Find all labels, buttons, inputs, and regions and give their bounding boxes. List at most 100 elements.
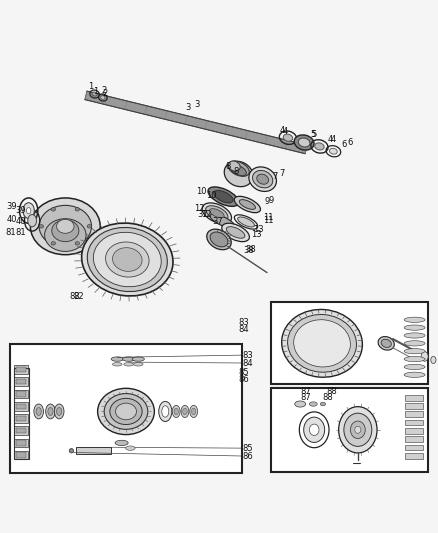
Text: 11: 11 <box>264 216 274 225</box>
Text: 38: 38 <box>244 246 254 255</box>
Ellipse shape <box>404 317 425 322</box>
Ellipse shape <box>320 402 325 406</box>
Ellipse shape <box>350 421 365 439</box>
Ellipse shape <box>52 220 79 241</box>
Ellipse shape <box>210 214 235 228</box>
Bar <box>405 395 424 400</box>
Text: 82: 82 <box>70 292 80 301</box>
Text: 39: 39 <box>7 202 17 211</box>
Ellipse shape <box>207 229 231 250</box>
Ellipse shape <box>228 161 249 176</box>
Bar <box>16 403 25 409</box>
Ellipse shape <box>431 357 436 364</box>
Text: 13: 13 <box>251 230 262 239</box>
Text: 87: 87 <box>300 387 311 396</box>
Bar <box>405 420 424 425</box>
Ellipse shape <box>36 408 41 415</box>
Bar <box>76 447 111 454</box>
Text: 84: 84 <box>238 325 249 334</box>
Ellipse shape <box>205 206 228 221</box>
Text: 38: 38 <box>245 245 256 254</box>
Ellipse shape <box>54 404 64 419</box>
Bar <box>16 416 25 421</box>
Text: 82: 82 <box>73 292 84 301</box>
Bar <box>14 377 28 386</box>
Ellipse shape <box>46 404 55 419</box>
Text: 7: 7 <box>272 172 278 181</box>
Ellipse shape <box>57 220 74 233</box>
Ellipse shape <box>191 408 196 415</box>
Text: 9: 9 <box>269 196 274 205</box>
Ellipse shape <box>75 207 80 211</box>
Bar <box>14 390 28 398</box>
Bar <box>405 445 424 450</box>
Bar <box>11 344 242 473</box>
Ellipse shape <box>381 339 391 348</box>
Ellipse shape <box>404 341 425 346</box>
Ellipse shape <box>113 248 142 271</box>
Text: 86: 86 <box>243 452 253 461</box>
Text: 37: 37 <box>198 211 208 220</box>
Ellipse shape <box>378 336 394 350</box>
Ellipse shape <box>304 417 325 442</box>
Bar <box>405 403 424 409</box>
Ellipse shape <box>249 167 276 191</box>
Bar <box>271 302 427 384</box>
Ellipse shape <box>110 398 142 425</box>
Bar <box>271 388 427 472</box>
Text: 85: 85 <box>238 368 249 377</box>
Ellipse shape <box>39 205 92 247</box>
Text: 2: 2 <box>101 86 106 95</box>
Text: 88: 88 <box>322 393 332 402</box>
Ellipse shape <box>231 165 247 176</box>
Text: 5: 5 <box>311 130 317 139</box>
Ellipse shape <box>282 310 362 377</box>
Ellipse shape <box>202 203 232 223</box>
Bar <box>14 426 28 435</box>
Ellipse shape <box>113 362 122 366</box>
Text: 1: 1 <box>88 82 93 91</box>
Text: 88: 88 <box>326 387 337 396</box>
Text: 11: 11 <box>264 213 274 222</box>
Ellipse shape <box>159 401 172 422</box>
Ellipse shape <box>234 196 261 213</box>
Text: 8: 8 <box>226 163 231 172</box>
Ellipse shape <box>98 389 154 434</box>
Ellipse shape <box>288 314 357 372</box>
Ellipse shape <box>123 357 135 361</box>
Ellipse shape <box>26 207 31 214</box>
Ellipse shape <box>283 134 293 141</box>
Bar <box>16 428 25 433</box>
Ellipse shape <box>106 242 149 277</box>
Text: 8: 8 <box>233 167 238 176</box>
Ellipse shape <box>87 224 92 228</box>
Bar <box>16 453 25 458</box>
Bar <box>16 379 25 384</box>
Ellipse shape <box>404 364 425 369</box>
Text: 6: 6 <box>341 140 346 149</box>
Text: 84: 84 <box>243 359 253 368</box>
Ellipse shape <box>208 187 239 206</box>
Ellipse shape <box>214 190 233 203</box>
Bar <box>14 439 28 447</box>
Ellipse shape <box>183 408 187 415</box>
Ellipse shape <box>124 362 134 366</box>
Ellipse shape <box>298 138 310 147</box>
Ellipse shape <box>134 362 143 366</box>
Ellipse shape <box>92 92 97 96</box>
Ellipse shape <box>87 228 167 292</box>
Ellipse shape <box>294 320 350 367</box>
Ellipse shape <box>239 200 255 209</box>
Ellipse shape <box>209 208 224 218</box>
Text: 37: 37 <box>212 216 223 225</box>
Ellipse shape <box>295 401 306 407</box>
Ellipse shape <box>210 232 228 247</box>
Polygon shape <box>85 91 307 154</box>
Text: 10: 10 <box>196 187 207 196</box>
Text: 87: 87 <box>300 393 311 402</box>
Ellipse shape <box>309 402 317 406</box>
Ellipse shape <box>126 446 135 450</box>
Bar <box>405 428 424 434</box>
Ellipse shape <box>404 325 425 330</box>
Bar <box>16 440 25 446</box>
